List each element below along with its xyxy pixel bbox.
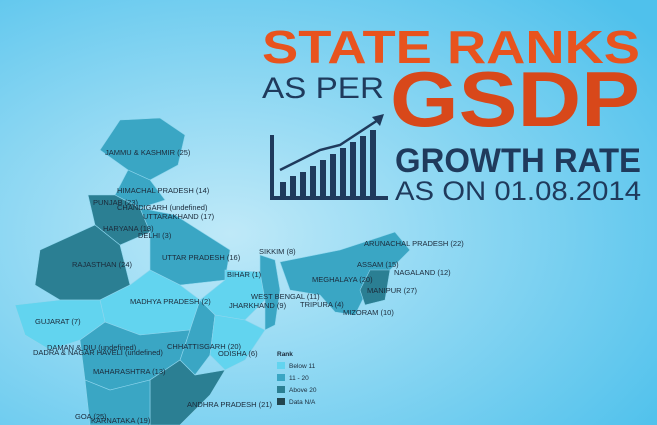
state-label: MAHARASHTRA (13) — [93, 367, 166, 376]
legend-swatch — [277, 398, 285, 405]
state-label: DADRA & NAGAR HAVELI (undefined) — [33, 348, 163, 357]
title-line4: GROWTH RATE — [395, 142, 641, 180]
state-label: MANIPUR (27) — [367, 286, 418, 295]
state-label: CHHATTISGARH (20) — [167, 342, 242, 351]
region-odisha — [209, 314, 266, 371]
state-label: SIKKIM (8) — [259, 247, 296, 256]
title-line1: STATE RANKS — [262, 21, 640, 73]
state-label: ODISHA (6) — [218, 349, 258, 358]
title-line2: AS PER — [262, 72, 384, 105]
state-labels: JAMMU & KASHMIR (25) HIMACHAL PRADESH (14… — [33, 148, 464, 425]
state-label: JHARKHAND (9) — [229, 301, 287, 310]
legend-label: 11 - 20 — [289, 375, 309, 382]
state-label: KARNATAKA (19) — [91, 416, 151, 425]
region-up — [139, 207, 231, 286]
state-label: TRIPURA (4) — [300, 300, 344, 309]
region-south — [84, 379, 151, 425]
legend: Rank Below 11 11 - 20 Above 20 Data N/A — [277, 351, 317, 406]
region-himachal — [114, 169, 166, 209]
state-label: MADHYA PRADESH (2) — [130, 297, 211, 306]
state-label: HIMACHAL PRADESH (14) — [117, 186, 210, 195]
state-label: PUNJAB (23) — [93, 198, 139, 207]
state-label: DAMAN & DIU (undefined) — [47, 343, 137, 352]
state-label: ANDHRA PRADESH (21) — [187, 400, 273, 409]
region-north — [99, 117, 186, 181]
title-line3: GSDP — [390, 55, 640, 143]
legend-swatch — [277, 362, 285, 369]
state-label: UTTAR PRADESH (16) — [162, 253, 241, 262]
growth-icon — [270, 114, 388, 200]
state-label: GUJARAT (7) — [35, 317, 81, 326]
state-label: JAMMU & KASHMIR (25) — [105, 148, 191, 157]
legend-swatch — [277, 386, 285, 393]
state-label: UTTARAKHAND (17) — [143, 212, 215, 221]
legend-label: Above 20 — [289, 387, 317, 394]
map — [14, 117, 411, 425]
title-line5: AS ON 01.08.2014 — [395, 176, 641, 206]
legend-label: Data N/A — [289, 399, 316, 406]
legend-title: Rank — [277, 351, 293, 358]
legend-label: Below 11 — [289, 363, 316, 370]
state-label: GOA (25) — [75, 412, 107, 421]
state-label: WEST BENGAL (11) — [251, 292, 320, 301]
state-label: MEGHALAYA (20) — [312, 275, 373, 284]
state-label: RAJASTHAN (24) — [72, 260, 133, 269]
legend-swatch — [277, 374, 285, 381]
state-label: ARUNACHAL PRADESH (22) — [364, 239, 464, 248]
state-label: BIHAR (1) — [227, 270, 262, 279]
region-ap — [149, 359, 226, 425]
state-label: HARYANA (18) — [103, 224, 154, 233]
state-label: MIZORAM (10) — [343, 308, 394, 317]
state-label: NAGALAND (12) — [394, 268, 451, 277]
state-label: CHANDIGARH (undefined) — [117, 203, 208, 212]
region-wb — [259, 254, 281, 331]
region-nagaland-manipur — [359, 269, 391, 306]
state-label: DELHI (3) — [138, 231, 172, 240]
state-label: ASSAM (15) — [357, 260, 399, 269]
